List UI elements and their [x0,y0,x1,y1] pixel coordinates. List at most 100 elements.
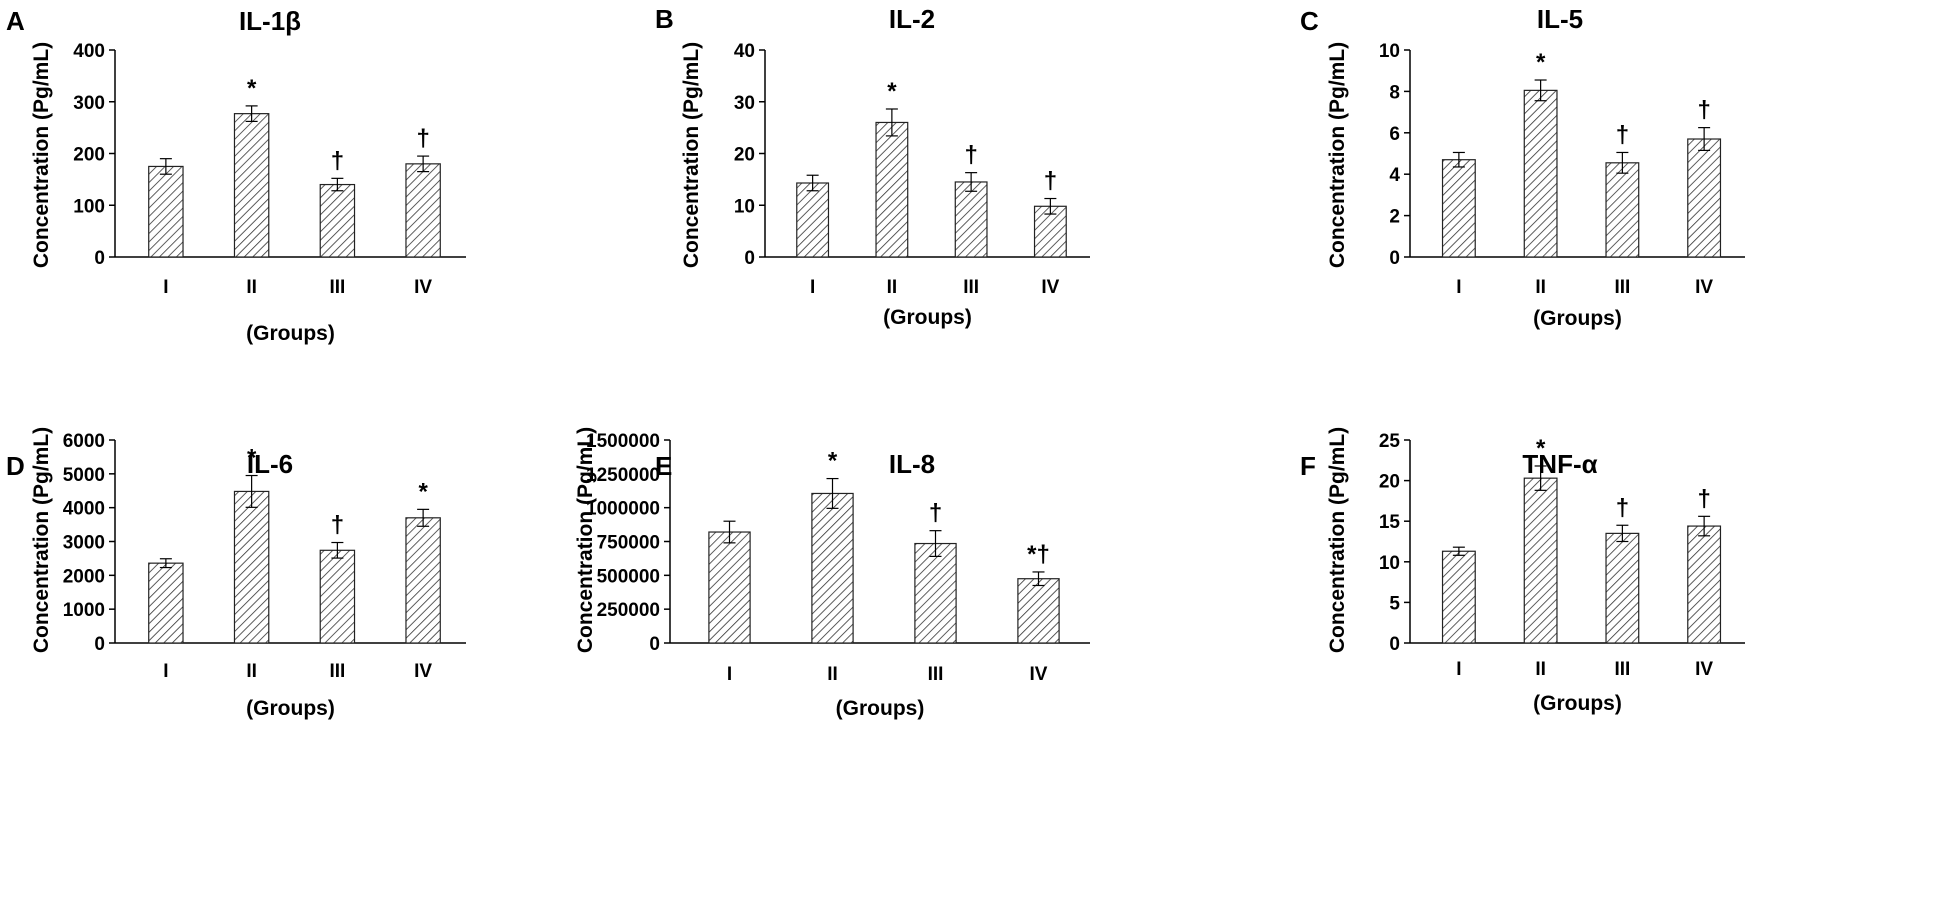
x-tick-label: II [1535,659,1546,680]
panel-letter: C [1300,6,1319,36]
y-tick-label: 300 [73,93,105,114]
y-tick-label: 6000 [63,431,105,452]
significance-mark: * [247,75,257,102]
x-tick-label: I [810,277,815,298]
y-tick-label: 1250000 [586,465,660,486]
significance-mark: * [418,478,428,505]
y-tick-label: 20 [1379,472,1400,493]
significance-mark: † [1697,97,1710,124]
bar-iii [1605,162,1640,258]
y-tick-label: 3000 [63,533,105,554]
x-axis-label: (Groups) [836,697,925,720]
y-axis-label: Concentration (Pg/mL) [1326,42,1349,268]
x-tick-label: I [727,664,732,685]
bar-ii [233,490,270,644]
y-tick-label: 10 [1379,41,1400,62]
y-tick-label: 2 [1389,207,1400,228]
x-tick-label: IV [1041,277,1059,298]
x-axis-label: (Groups) [246,697,335,720]
significance-mark: † [416,125,429,152]
y-tick-label: 0 [94,634,105,655]
x-tick-label: IV [1695,277,1713,298]
panel-letter: F [1300,451,1316,481]
x-tick-label: I [163,661,168,682]
y-axis-label: Concentration (Pg/mL) [1326,427,1349,653]
x-tick-label: II [827,664,838,685]
x-axis-label: (Groups) [246,322,335,345]
y-tick-label: 15 [1379,512,1401,533]
panel-c: C IL-5 0 2 4 6 8 10 Concentration (Pg/mL) I * II † II… [1300,4,1745,330]
bar-ii [875,121,909,258]
y-tick-label: 5000 [63,465,105,486]
x-tick-label: III [329,661,345,682]
x-tick-label: III [928,664,944,685]
y-tick-label: 0 [1389,248,1400,269]
significance-mark: * [828,448,838,475]
y-axis-label: Concentration (Pg/mL) [574,427,597,653]
panel-b: B IL-2 0 10 20 30 40 Concentration (Pg/mL) I * II †… [655,4,1090,329]
chart-title: IL-5 [1537,4,1583,34]
significance-mark: † [929,500,942,527]
bar-i [708,531,751,644]
significance-mark: † [331,147,344,174]
x-tick-label: IV [414,661,432,682]
bar-i [1441,550,1476,644]
x-tick-label: I [1456,659,1461,680]
panel-letter: D [6,451,25,481]
chart-title: IL-6 [247,449,293,479]
chart-title: IL-8 [889,449,935,479]
y-tick-label: 250000 [597,600,660,621]
bar-i [1441,159,1476,258]
significance-mark: † [1044,168,1057,195]
y-axis-label: Concentration (Pg/mL) [30,42,53,268]
bar-iv [405,163,441,258]
y-tick-label: 25 [1379,431,1401,452]
significance-mark: † [331,512,344,539]
bar-iv [1687,138,1722,258]
x-tick-label: I [1456,277,1461,298]
y-tick-label: 20 [734,145,755,166]
bar-i [148,562,184,644]
significance-mark: † [1616,494,1629,521]
bar-ii [811,492,854,644]
bar-i [148,165,184,258]
y-tick-label: 200 [73,145,105,166]
y-tick-label: 1000000 [586,499,660,520]
y-tick-label: 10 [734,196,755,217]
panel-a: A IL-1β 0 100 200 300 400 Concentration (Pg/mL)… [6,6,466,345]
y-tick-label: 0 [744,248,755,269]
x-tick-label: III [1614,277,1630,298]
panel-f: F TNF-α 0 5 10 15 20 25 Concentration (Pg/mL) I * I… [1300,427,1745,715]
bar-iv [1687,525,1722,644]
y-tick-label: 4000 [63,499,105,520]
bar-iii [1605,532,1640,644]
significance-mark: † [1697,485,1710,512]
y-tick-label: 6 [1389,124,1400,145]
y-axis-label: Concentration (Pg/mL) [680,42,703,268]
significance-mark: *† [1027,541,1050,568]
x-tick-label: II [246,277,257,298]
y-tick-label: 0 [94,248,105,269]
y-tick-label: 4 [1389,165,1400,186]
x-tick-label: II [246,661,257,682]
x-tick-label: IV [1695,659,1713,680]
y-tick-label: 1000 [63,600,105,621]
bar-iii [319,549,356,644]
bar-ii [233,113,270,258]
y-tick-label: 40 [734,41,755,62]
x-tick-label: II [1535,277,1546,298]
y-tick-label: 5 [1389,593,1400,614]
significance-mark: * [887,78,897,105]
bar-iii [954,181,988,258]
bar-iii [319,183,356,258]
x-axis-label: (Groups) [1533,692,1622,715]
bar-i [796,182,830,258]
y-tick-label: 2000 [63,566,105,587]
significance-mark: * [1536,49,1546,76]
x-tick-label: III [963,277,979,298]
y-axis-label: Concentration (Pg/mL) [30,427,53,653]
x-axis-label: (Groups) [883,306,972,329]
bar-iv [1017,578,1060,644]
chart-title: IL-2 [889,4,935,34]
